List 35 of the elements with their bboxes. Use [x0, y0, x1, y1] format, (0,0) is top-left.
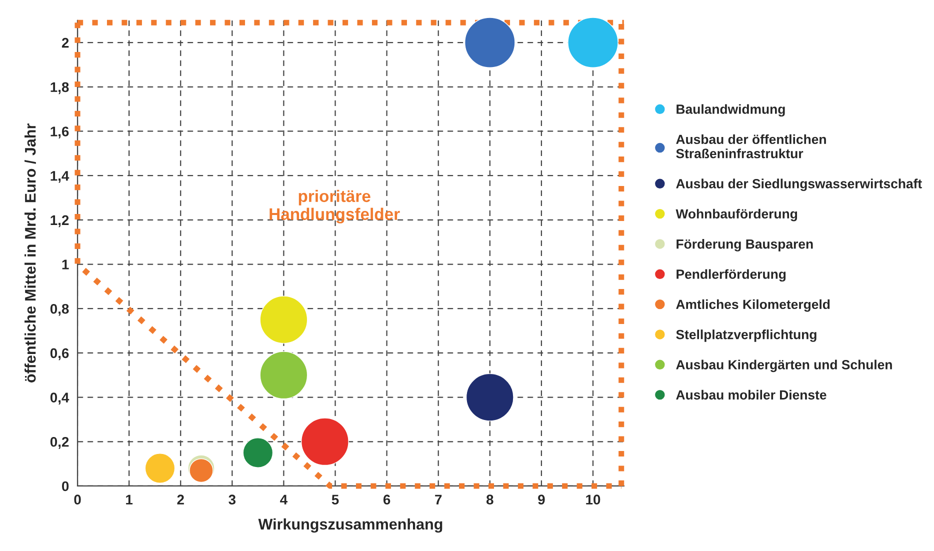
x-tick-label: 3 [228, 494, 236, 505]
x-tick-label: 9 [538, 494, 545, 505]
legend-label: Ausbau der Siedlungswasserwirtschaft [676, 178, 922, 192]
legend-label: Ausbau mobiler Dienste [676, 390, 826, 400]
legend-label: Stellplatzverpflichtung [676, 330, 816, 342]
y-tick-label: 2 [62, 38, 69, 48]
x-tick-label: 8 [486, 494, 494, 505]
legend-label: Wohnbauförderung [676, 208, 798, 222]
x-tick-label: 0 [74, 494, 81, 505]
x-tick-label: 5 [332, 494, 339, 505]
y-tick-label: 1,4 [50, 171, 70, 183]
legend-label: Ausbau Kindergärten und Schulen [676, 360, 892, 372]
legend-label: Pendlerförderung [676, 269, 786, 282]
x-tick-label: 4 [280, 494, 288, 504]
legend-label: Ausbau der öffentlichen Straßeninfrastruktur [676, 134, 826, 158]
y-tick-label: 1,2 [50, 215, 69, 228]
annotation: prioritäre Handlungsfelder [270, 190, 400, 224]
x-tick-label: 6 [383, 494, 390, 505]
legend-label: Förderung Bausparen [676, 239, 813, 252]
y-tick-label: 0 [62, 481, 69, 492]
y-tick-label: 0,4 [50, 392, 70, 404]
x-axis-title: Wirkungszusammenhang [258, 518, 442, 533]
x-tick-label: 10 [586, 494, 600, 505]
y-axis-title: öffentliche Mittel in Mrd. Euro / Jahr [24, 124, 36, 382]
y-tick-label: 1 [62, 260, 69, 270]
x-tick-label: 1 [126, 494, 133, 504]
y-tick-label: 1,8 [50, 82, 69, 94]
y-tick-label: 0,8 [50, 304, 69, 316]
y-tick-label: 1,6 [50, 126, 69, 138]
x-tick-label: 7 [435, 494, 442, 504]
y-tick-label: 0,2 [50, 436, 69, 449]
y-tick-label: 0,6 [50, 348, 69, 360]
legend-label: Amtliches Kilometergeld [676, 299, 830, 312]
legend-label: Baulandwidmung [676, 104, 785, 117]
x-tick-label: 2 [177, 494, 184, 504]
